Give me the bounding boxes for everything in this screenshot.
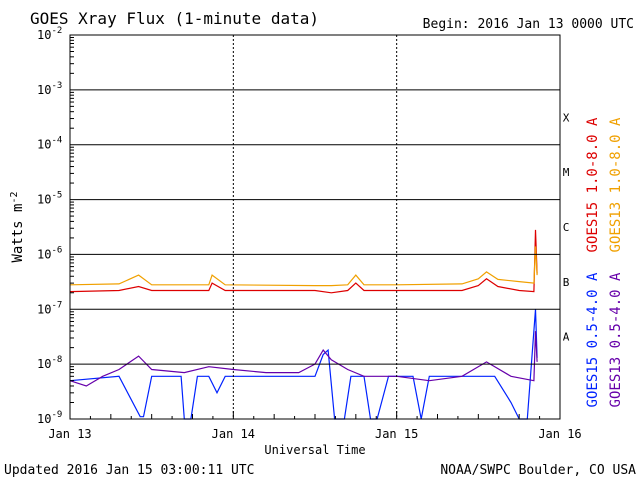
legend-entry-1: GOES15 1.0-8.0 A	[585, 117, 601, 252]
credit-label: NOAA/SWPC Boulder, CO USA	[440, 463, 636, 478]
plot-frame	[69, 34, 561, 420]
y-tick-label-3: 10-4	[37, 136, 62, 152]
legend-entry-4: GOES13 0.5-4.0 A	[608, 272, 624, 407]
series-line-2	[69, 246, 538, 287]
y-tick-label-5: 10-6	[37, 245, 62, 261]
y-tick-label-8: 10-9	[37, 410, 62, 426]
y-axis-label-text: Watts m	[10, 204, 26, 263]
x-tick-label-4: Jan 16	[538, 427, 581, 441]
x-tick-label-1: Jan 13	[48, 427, 91, 441]
y-axis-label-exp: -2	[9, 191, 20, 203]
legend-entry-3: GOES15 0.5-4.0 A	[585, 272, 601, 407]
y-tick-label-4: 10-5	[37, 191, 62, 207]
y-tick-label-1: 10-2	[37, 26, 62, 42]
series-layer	[69, 229, 538, 420]
x-tick-label-3: Jan 15	[375, 427, 418, 441]
flare-class-C: C	[563, 221, 570, 234]
updated-timestamp: Updated 2016 Jan 15 03:00:11 UTC	[4, 463, 254, 478]
x-axis-label: Universal Time	[264, 443, 365, 457]
flare-class-M: M	[563, 166, 570, 179]
grid-layer	[69, 35, 560, 419]
x-tick-labels: Jan 13 Jan 14 Jan 15 Jan 16	[48, 427, 581, 441]
flare-class-A: A	[563, 331, 570, 344]
series-line-1	[69, 229, 538, 294]
y-tick-label-7: 10-8	[37, 355, 62, 371]
begin-label: Begin: 2016 Jan 13 0000 UTC	[423, 17, 634, 32]
chart-title: GOES Xray Flux (1-minute data)	[30, 9, 319, 28]
series-line-4	[69, 331, 538, 387]
flare-class-labels: X M C B A	[563, 111, 570, 343]
y-tick-labels: 10-2 10-3 10-4 10-5 10-6 10-7 10-8 10-9	[37, 26, 62, 426]
y-axis-label: Watts m-2	[9, 191, 26, 262]
legend-entry-2: GOES13 1.0-8.0 A	[608, 117, 624, 252]
legend: GOES15 1.0-8.0 A GOES13 1.0-8.0 A GOES15 0…	[585, 117, 624, 407]
flare-class-X: X	[563, 111, 570, 124]
x-tick-label-2: Jan 14	[212, 427, 255, 441]
flare-class-B: B	[563, 276, 570, 289]
y-tick-label-6: 10-7	[37, 300, 62, 316]
y-tick-label-2: 10-3	[37, 81, 62, 97]
